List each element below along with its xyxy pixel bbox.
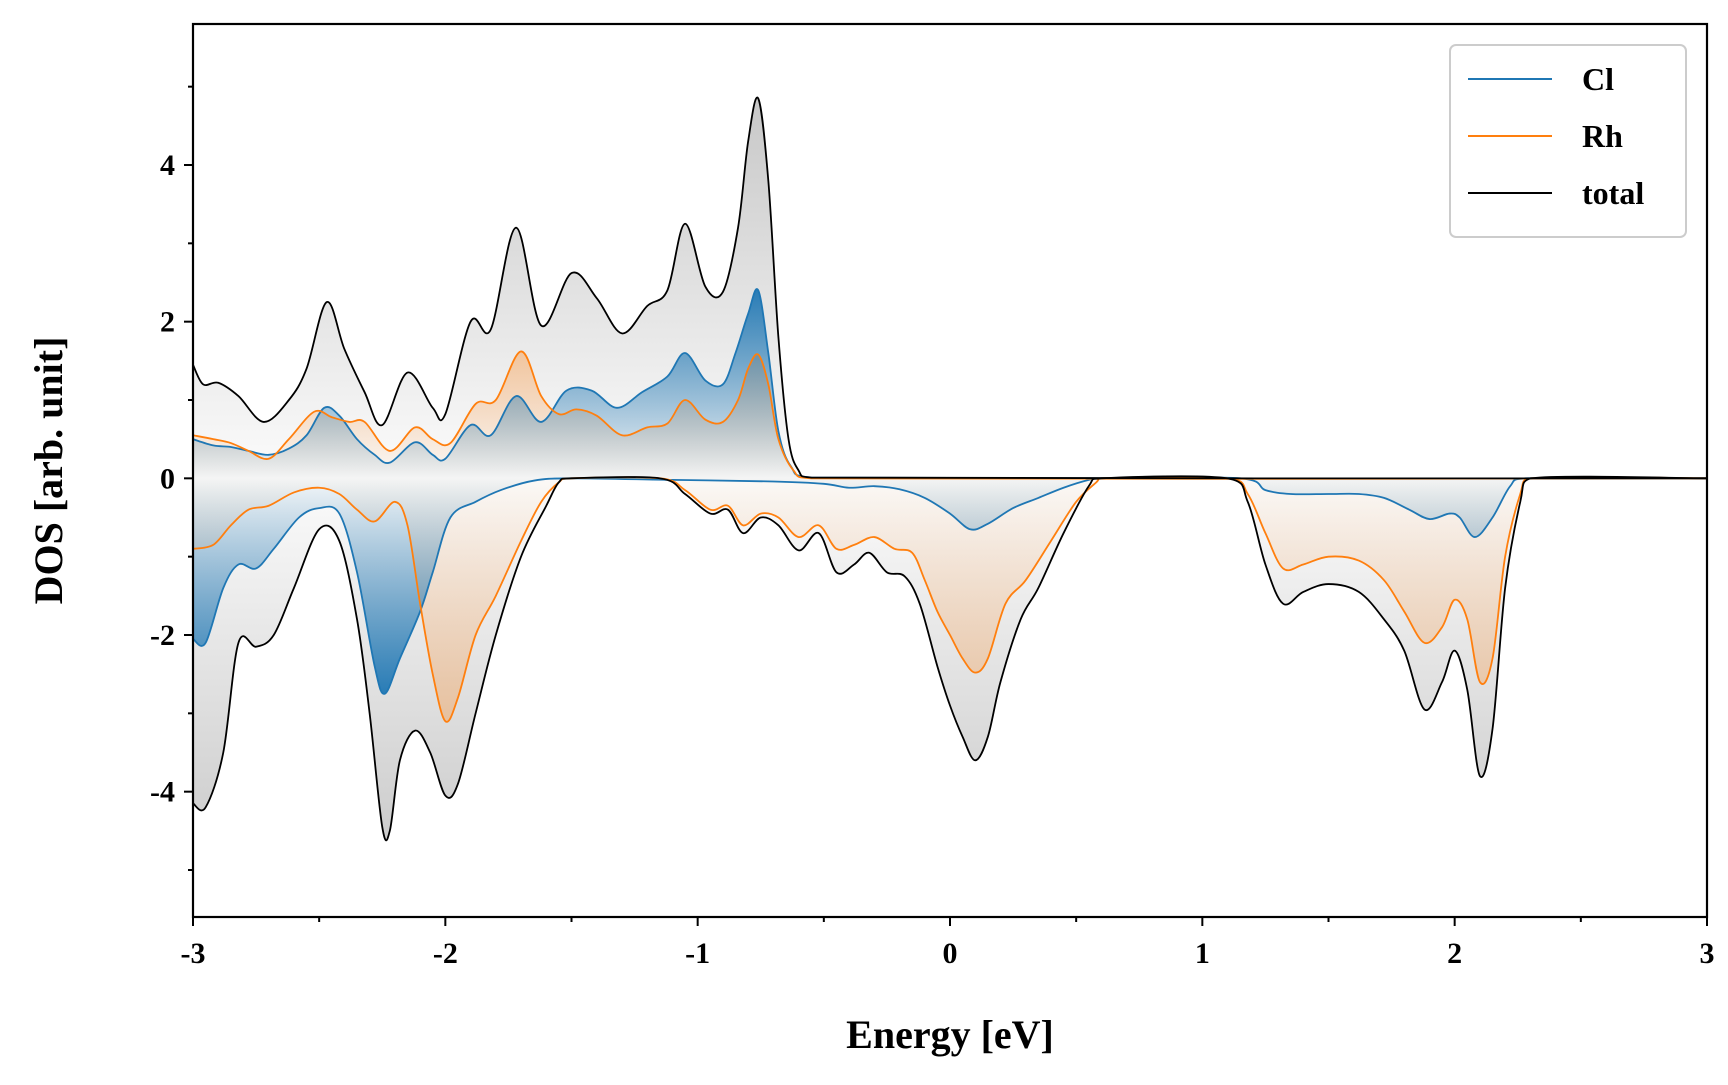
y-tick-label: 0 xyxy=(160,462,175,495)
x-tick-label: -2 xyxy=(433,937,458,970)
line-cl-up xyxy=(193,288,1707,480)
y-tick-label: -4 xyxy=(150,776,175,809)
tick-labels: -3 -2 -1 0 1 2 3 -4 -2 0 2 4 xyxy=(150,149,1715,970)
area-total-down xyxy=(193,476,1707,841)
plot-frame xyxy=(191,22,1709,919)
line-rh-down xyxy=(193,476,1707,723)
line-cl-down xyxy=(193,476,1707,695)
y-tick-label: 2 xyxy=(160,306,175,339)
legend-label-total: total xyxy=(1582,175,1644,211)
x-tick-label: 2 xyxy=(1447,937,1462,970)
x-tick-label: -3 xyxy=(181,937,206,970)
legend-label-cl: Cl xyxy=(1582,61,1614,97)
line-rh-up xyxy=(193,350,1707,480)
area-rh-down xyxy=(193,477,1707,722)
legend-label-rh: Rh xyxy=(1582,118,1623,154)
x-tick-label: -1 xyxy=(685,937,710,970)
area-cl-up xyxy=(193,289,1707,479)
legend: Cl Rh total xyxy=(1449,44,1687,238)
line-total-down xyxy=(193,475,1707,842)
area-fills xyxy=(193,97,1707,841)
series-lines xyxy=(193,96,1707,842)
x-tick-label: 1 xyxy=(1195,937,1210,970)
x-axis-label: Energy [eV] xyxy=(846,1012,1054,1057)
x-tick-label: 3 xyxy=(1700,937,1715,970)
y-tick-label: -2 xyxy=(150,619,175,652)
area-total-up xyxy=(193,97,1707,479)
line-total-up xyxy=(193,96,1707,480)
area-cl-down xyxy=(193,477,1707,694)
y-tick-label: 4 xyxy=(160,149,175,182)
x-tick-label: 0 xyxy=(943,937,958,970)
legend-box xyxy=(1449,44,1687,238)
y-axis-label: DOS [arb. unit] xyxy=(26,337,71,605)
